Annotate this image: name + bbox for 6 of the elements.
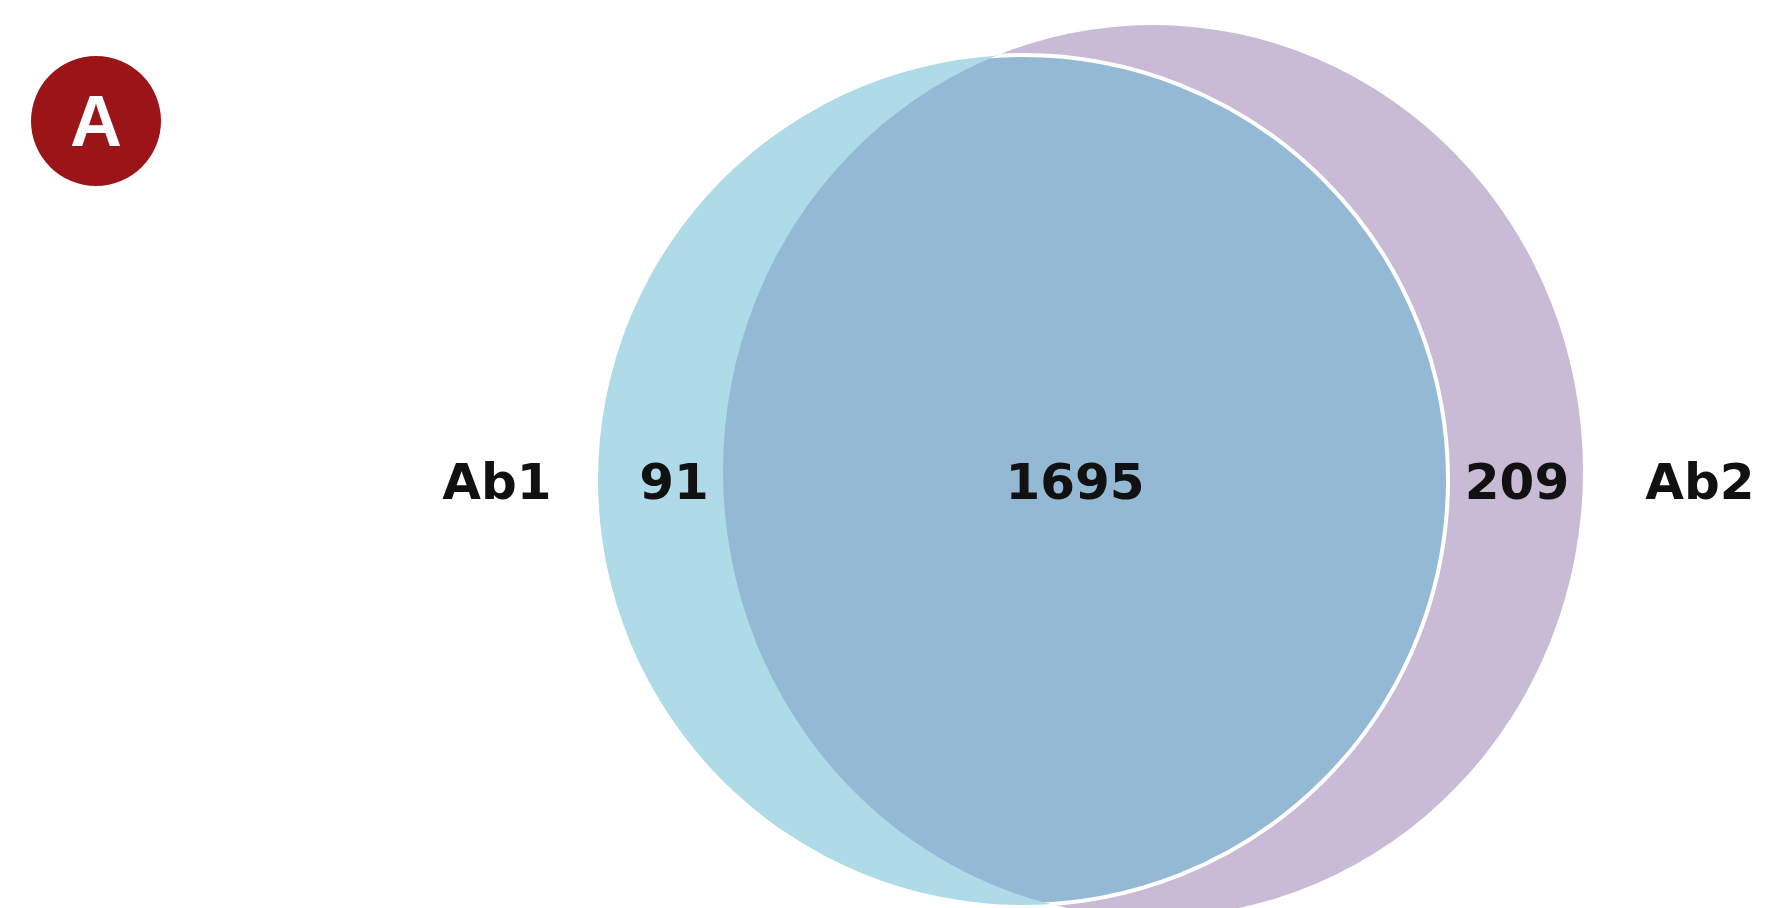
- category-label: Ab2: [1645, 452, 1755, 511]
- data-label: 1695: [1005, 452, 1145, 511]
- panel-badge: A: [31, 56, 161, 186]
- category-label: Ab1: [442, 452, 552, 511]
- data-label: 209: [1464, 452, 1570, 511]
- data-label: 91: [639, 452, 709, 511]
